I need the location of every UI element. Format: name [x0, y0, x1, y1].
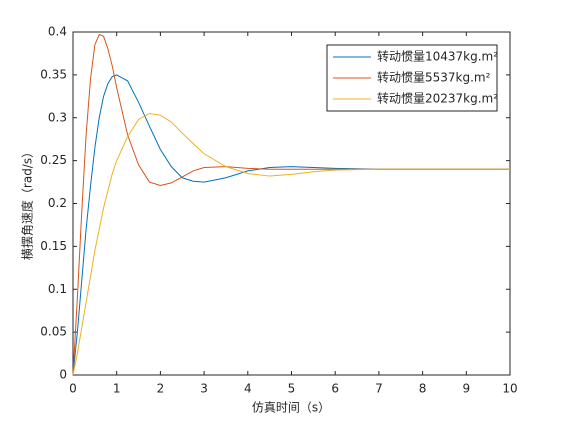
x-tick-label: 9 — [462, 382, 470, 396]
y-tick-label: 0.15 — [40, 239, 67, 253]
x-tick-label: 4 — [244, 382, 252, 396]
legend-label: 转动惯量5537kg.m² — [377, 70, 491, 85]
x-axis-label: 仿真时间（s） — [252, 401, 330, 415]
x-tick-label: 10 — [502, 382, 517, 396]
y-tick-label: 0.1 — [48, 282, 67, 296]
y-tick-label: 0 — [59, 368, 67, 382]
y-tick-label: 0.4 — [48, 25, 67, 39]
y-tick-label: 0.2 — [48, 196, 67, 210]
y-tick-label: 0.25 — [40, 153, 67, 167]
legend-label: 转动惯量10437kg.m² — [377, 49, 498, 64]
series-line — [72, 74, 510, 376]
series-line — [72, 33, 510, 376]
x-tick-label: 7 — [375, 382, 383, 396]
x-tick-label: 5 — [288, 382, 296, 396]
x-tick-label: 6 — [331, 382, 339, 396]
y-axis-label: 横摆角速度（rad/s） — [20, 146, 35, 260]
x-tick-label: 2 — [157, 382, 165, 396]
legend-label: 转动惯量20237kg.m² — [377, 91, 498, 106]
series-line — [72, 112, 510, 376]
x-tick-label: 8 — [419, 382, 427, 396]
x-tick-label: 0 — [69, 382, 77, 396]
y-tick-label: 0.35 — [40, 67, 67, 81]
x-tick-label: 3 — [200, 382, 208, 396]
x-tick-label: 1 — [113, 382, 121, 396]
y-tick-label: 0.3 — [48, 110, 67, 124]
y-tick-label: 0.05 — [40, 325, 67, 339]
